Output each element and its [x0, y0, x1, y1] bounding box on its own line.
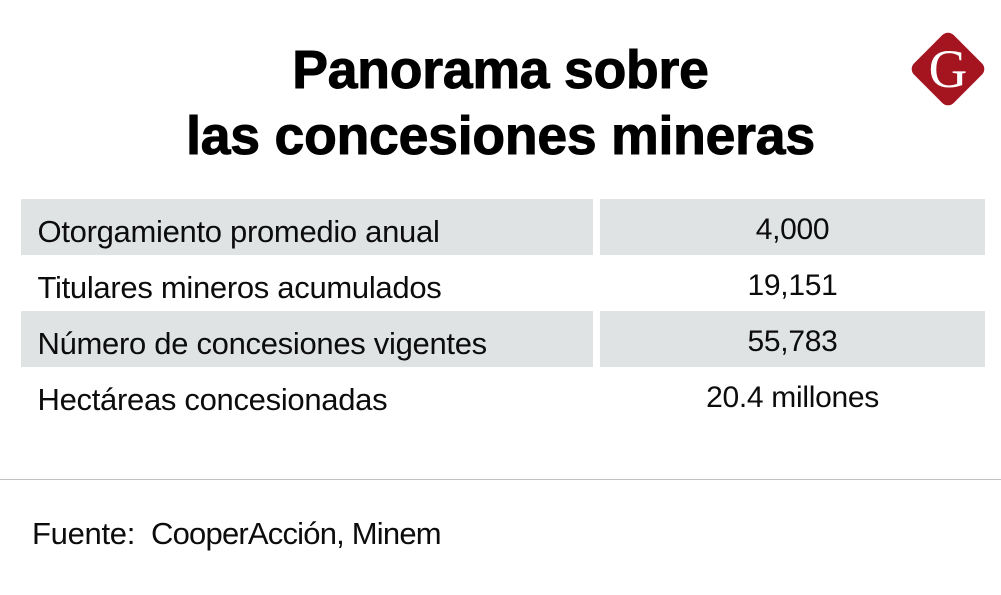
page-title: Panorama sobre las concesiones mineras	[0, 38, 1001, 169]
concessions-table: Otorgamiento promedio anual 4,000 Titula…	[21, 199, 985, 423]
table-row: Número de concesiones vigentes 55,783	[21, 311, 985, 367]
row-value: 55,783	[600, 311, 985, 367]
source-line: Fuente: CooperAcción, Minem	[32, 516, 442, 552]
page-title-line1: Panorama sobre	[292, 41, 710, 101]
row-label: Otorgamiento promedio anual	[21, 199, 593, 255]
footer-divider	[0, 478, 1001, 481]
table-row: Titulares mineros acumulados 19,151	[21, 255, 985, 311]
row-label: Número de concesiones vigentes	[21, 311, 593, 367]
row-value: 20.4 millones	[706, 381, 879, 414]
source-label: Fuente:	[32, 516, 136, 551]
row-label: Titulares mineros acumulados	[37, 269, 442, 305]
row-label: Hectáreas concesionadas	[37, 381, 388, 417]
page-title-line2: las concesiones mineras	[186, 106, 816, 166]
gestion-logo-letter: G	[928, 39, 968, 100]
table-row: Otorgamiento promedio anual 4,000	[21, 199, 985, 255]
source-value: CooperAcción, Minem	[151, 516, 442, 551]
row-value: 19,151	[747, 269, 838, 302]
row-value: 4,000	[600, 199, 985, 255]
table-row: Hectáreas concesionadas 20.4 millones	[21, 367, 985, 423]
